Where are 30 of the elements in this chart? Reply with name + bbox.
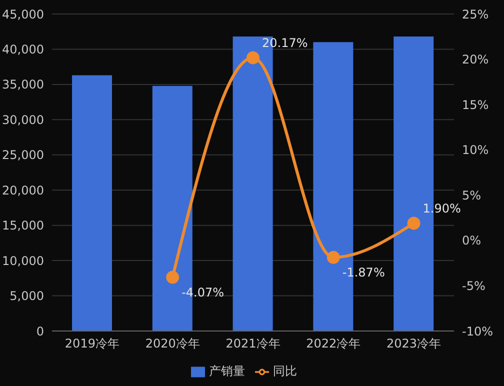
bar	[72, 75, 112, 331]
x-tick-label: 2020冷年	[145, 336, 200, 351]
x-tick-label: 2019冷年	[64, 336, 120, 351]
legend-label: 同比	[273, 364, 297, 378]
point	[246, 51, 260, 64]
y2-tick-label: 0%	[462, 234, 482, 248]
y2-tick-label: 10%	[462, 143, 489, 158]
y-tick-label: 25,000	[2, 148, 44, 162]
y-tick-label: 10,000	[2, 254, 44, 268]
y2-tick-label: 15%	[462, 98, 489, 112]
y2-tick-label: 5%	[462, 188, 482, 202]
legend-label: 产销量	[209, 364, 245, 378]
y-tick-label: 5,000	[10, 289, 44, 304]
y-tick-label: 45,000	[2, 7, 44, 22]
y-tick-label: 35,000	[2, 78, 44, 92]
x-tick-label: 2021冷年	[226, 336, 280, 351]
y2-tick-label: 20%	[462, 52, 489, 67]
y-tick-label: 15,000	[2, 218, 44, 233]
point	[166, 270, 180, 284]
y2-tick-label: -5%	[462, 278, 486, 293]
y-tick-label: 30,000	[2, 112, 44, 127]
y2-tick-label: -10%	[462, 324, 494, 338]
x-tick-label: 2023冷年	[386, 336, 442, 351]
x-tick-label: 2022冷年	[306, 336, 361, 351]
point	[326, 250, 340, 264]
y-tick-label: 0	[36, 324, 44, 338]
point	[407, 216, 420, 230]
y-tick-label: 40,000	[2, 42, 44, 56]
y2-tick-label: 25%	[462, 7, 489, 22]
y-tick-label: 20,000	[2, 183, 44, 198]
